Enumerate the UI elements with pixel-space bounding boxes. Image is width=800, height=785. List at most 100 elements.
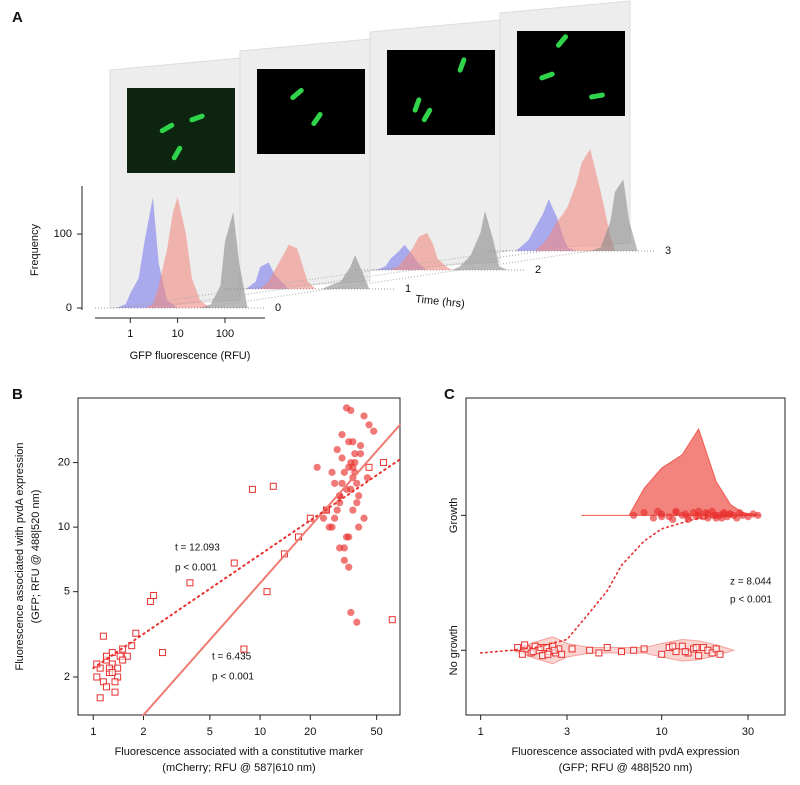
histogram-area [246,244,378,289]
point [132,629,140,637]
histogram-area [116,211,248,308]
x-tick-label: 3 [564,726,570,738]
point [186,579,194,587]
point [518,650,526,658]
histogram-area [506,148,638,251]
y-axis-title: Fluorescence associated with pvdA expres… [14,442,26,670]
point [102,683,110,691]
point [618,648,626,656]
point [363,474,372,482]
point [568,645,576,653]
histogram-area [116,197,248,308]
point [630,511,638,519]
point [119,656,127,664]
bacterium [290,87,304,101]
point [586,646,594,654]
x-tick-label: 10 [656,726,668,738]
y-tick-label: 10 [58,521,70,533]
point [712,645,720,653]
point [338,479,346,487]
panel-label: A [12,9,23,26]
x-tick-label: 1 [478,726,484,738]
y-axis-title: Frequency [29,224,41,276]
point [108,668,116,676]
point [248,485,256,493]
x-tick-label: 100 [216,328,234,340]
bacterium [189,113,205,123]
annotation: t = 6.435 [212,652,252,663]
point [351,450,359,458]
y-tick-label: 5 [64,586,70,598]
point [695,507,703,515]
annotation: z = 8.044 [730,577,772,588]
point [345,463,353,471]
y-tick-label: 0 [66,302,72,314]
point [708,649,716,657]
point [692,513,700,521]
point [230,559,238,567]
point [150,591,158,599]
point [640,509,648,517]
x-axis-subtitle: (GFP; RFU @ 488|520 nm) [559,762,693,774]
y-tick-label: 20 [58,456,70,468]
x-tick-label: 20 [304,726,316,738]
point [345,533,353,541]
point [658,650,666,658]
y-tick-label: 100 [54,228,72,240]
point [111,688,119,696]
point [695,652,703,660]
z-tick-label: 1 [405,283,411,295]
x-axis-title: Fluorescence associated with a constitut… [115,746,364,758]
histogram-area [246,254,378,289]
z-tick-label: 2 [535,264,541,276]
fit-line [92,458,401,670]
bacterium [421,107,433,123]
point [99,632,107,640]
point [269,482,277,490]
plot-frame [465,397,786,716]
x-tick-label: 10 [171,328,183,340]
point [356,450,365,458]
bacterium [589,92,605,100]
y-axis-subtitle: (GFP; RFU @ 488|520 nm) [30,490,42,624]
point [544,650,552,658]
logistic-curve [479,514,749,654]
point [370,427,378,435]
x-tick-label: 10 [254,726,266,738]
histogram-area [506,199,638,251]
point [529,648,537,656]
x-axis-title: GFP fluorescence (RFU) [130,350,251,362]
histogram-area [376,210,508,270]
micrograph [257,69,365,154]
point [672,509,680,517]
point [550,646,558,654]
panel-label: B [12,386,23,403]
x-tick-label: 30 [742,726,754,738]
bacterium [159,122,175,134]
y-tick-label: Growth [448,498,460,533]
point [681,648,689,656]
point [692,644,700,652]
point [328,468,336,476]
point [684,513,692,521]
x-axis-subtitle: (mCherry; RFU @ 587|610 nm) [162,762,315,774]
plot-frame [77,397,401,716]
point [716,650,724,658]
point [360,412,368,420]
bacterium [311,111,323,127]
point [340,556,348,564]
point [355,492,363,500]
point [669,642,677,650]
point [263,588,271,596]
micrograph [387,50,495,135]
point [658,513,666,521]
histogram-area [116,197,248,308]
point [380,459,388,467]
point [365,463,373,471]
point [313,463,321,471]
point [355,523,363,531]
point [338,431,346,439]
point [640,645,648,653]
point [338,454,346,462]
